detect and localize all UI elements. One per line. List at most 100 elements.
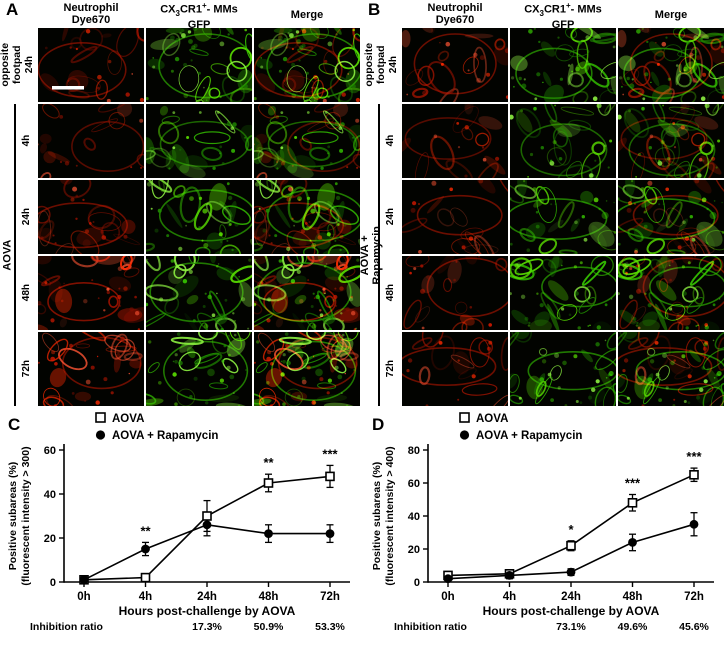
svg-text:4h: 4h <box>139 591 152 603</box>
a-row3-time-label-text: 48h <box>21 284 33 302</box>
b-row0-time-label-text: 24h <box>387 56 399 74</box>
svg-text:72h: 72h <box>320 591 340 603</box>
micrograph-b-row4-green <box>510 332 616 406</box>
svg-text:48h: 48h <box>259 591 279 603</box>
micrograph-b-row2-red <box>402 180 508 254</box>
micrograph-a-row0-red <box>38 28 144 102</box>
micrograph-a-row4-red <box>38 332 144 406</box>
a-row2-time-label-text: 24h <box>21 208 33 226</box>
svg-text:***: *** <box>686 449 702 464</box>
micrograph-a-row3-red <box>38 256 144 330</box>
svg-text:24h: 24h <box>197 591 217 603</box>
b-row4-time-label: 72h <box>381 332 401 406</box>
b-row4-time-label-text: 72h <box>385 360 397 378</box>
svg-text:(fluorescent intensity > 400): (fluorescent intensity > 400) <box>384 446 396 585</box>
b-row3-time-label: 48h <box>381 256 401 330</box>
header-line1: Merge <box>290 9 324 21</box>
column-header-merge-a: Merge <box>254 9 360 21</box>
micrograph-b-row2-merge <box>618 180 724 254</box>
micrograph-b-row0-red <box>402 28 508 102</box>
svg-text:Hours post-challenge by AOVA: Hours post-challenge by AOVA <box>119 604 296 618</box>
micrograph-b-row1-red <box>402 104 508 178</box>
column-header-gfp-b: CX3CR1+- MMs GFP <box>510 1 616 31</box>
micrograph-b-row1-green <box>510 104 616 178</box>
svg-text:80: 80 <box>408 445 420 457</box>
b-group-opposite-footpad-label-text: opposite footpad <box>363 43 387 87</box>
svg-text:60: 60 <box>408 478 420 490</box>
column-header-neutrophil-a: Neutrophil Dye670 <box>38 2 144 27</box>
svg-text:AOVA: AOVA <box>112 413 144 425</box>
b-row1-time-label-text: 4h <box>385 135 397 147</box>
header-line2: Dye670 <box>71 14 111 27</box>
a-group-opposite-footpad-label: opposite footpad <box>0 28 24 102</box>
chart-c: C AOVA AOVA + Rapamycin 0 20 40 60 0h 4h 24h 48h 72… <box>7 412 350 633</box>
panel-b-label: B <box>368 0 381 19</box>
a-group2-label-text: AOVA <box>0 239 13 271</box>
svg-text:49.6%: 49.6% <box>618 621 648 633</box>
a-row4-time-label: 72h <box>17 332 37 406</box>
a-row2-time-label: 24h <box>17 180 37 254</box>
b-row2-time-label: 24h <box>381 180 401 254</box>
b-row1-time-label: 4h <box>381 104 401 178</box>
a-row0-time-label-text: 24h <box>23 56 35 74</box>
svg-text:20: 20 <box>408 544 420 556</box>
svg-text:0: 0 <box>414 577 420 589</box>
svg-text:60: 60 <box>44 445 56 457</box>
svg-text:**: ** <box>263 455 274 470</box>
svg-text:72h: 72h <box>684 591 704 603</box>
svg-text:C: C <box>8 415 20 434</box>
micrograph-b-row2-green <box>510 180 616 254</box>
svg-text:50.9%: 50.9% <box>254 621 284 633</box>
panel-a-label: A <box>6 0 19 19</box>
svg-text:AOVA + Rapamycin: AOVA + Rapamycin <box>112 430 218 442</box>
b-row3-time-label-text: 48h <box>385 284 397 302</box>
svg-text:(fluorescent intensity > 300): (fluorescent intensity > 300) <box>20 446 32 585</box>
svg-text:Positive subareas (%): Positive subareas (%) <box>371 462 383 571</box>
header-line1: Merge <box>654 9 688 21</box>
header-line1: Neutrophil <box>63 2 119 14</box>
micrograph-a-row1-green <box>146 104 252 178</box>
micrograph-a-row2-red <box>38 180 144 254</box>
b-row0-time-label: 24h <box>386 28 401 102</box>
svg-text:Positive subareas (%): Positive subareas (%) <box>7 462 19 571</box>
micrograph-a-row0-green <box>146 28 252 102</box>
svg-text:D: D <box>372 415 384 434</box>
a-group-bracket-line <box>14 104 16 406</box>
svg-text:24h: 24h <box>561 591 581 603</box>
svg-text:AOVA: AOVA <box>476 413 508 425</box>
micrograph-a-row0-merge <box>254 28 360 102</box>
svg-text:40: 40 <box>408 511 420 523</box>
svg-text:4h: 4h <box>503 591 516 603</box>
svg-text:*: * <box>568 522 574 537</box>
b-group2-label-text: AOVA + Rapamycin <box>358 225 384 285</box>
micrograph-a-row1-red <box>38 104 144 178</box>
b-group-bracket-line <box>378 104 380 406</box>
column-header-merge-b: Merge <box>618 9 724 21</box>
micrograph-b-row4-red <box>402 332 508 406</box>
svg-text:***: *** <box>625 476 641 491</box>
svg-text:20: 20 <box>44 533 56 545</box>
a-row4-time-label-text: 72h <box>21 360 33 378</box>
micrograph-b-row4-merge <box>618 332 724 406</box>
a-group-opposite-footpad-label-text: opposite footpad <box>0 43 23 87</box>
chart-d: D AOVA AOVA + Rapamycin 0 20 40 60 80 0h 4h 24h 48h… <box>371 412 714 633</box>
svg-text:***: *** <box>322 446 338 461</box>
micrograph-b-row0-green <box>510 28 616 102</box>
micrograph-a-row2-green <box>146 180 252 254</box>
a-row1-time-label: 4h <box>17 104 37 178</box>
column-header-neutrophil-b: Neutrophil Dye670 <box>402 2 508 27</box>
micrograph-a-row4-green <box>146 332 252 406</box>
micrograph-a-row3-merge <box>254 256 360 330</box>
svg-text:0h: 0h <box>77 591 90 603</box>
svg-text:40: 40 <box>44 489 56 501</box>
micrograph-b-row3-green <box>510 256 616 330</box>
svg-text:45.6%: 45.6% <box>679 621 709 633</box>
header-line2: Dye670 <box>435 14 475 27</box>
micrograph-a-row4-merge <box>254 332 360 406</box>
b-row2-time-label-text: 24h <box>385 208 397 226</box>
svg-text:48h: 48h <box>623 591 643 603</box>
svg-text:Hours post-challenge by AOVA: Hours post-challenge by AOVA <box>483 604 660 618</box>
svg-text:AOVA + Rapamycin: AOVA + Rapamycin <box>476 430 582 442</box>
header-line1: CX3CR1+- MMs <box>524 1 602 18</box>
micrograph-b-row0-merge <box>618 28 724 102</box>
